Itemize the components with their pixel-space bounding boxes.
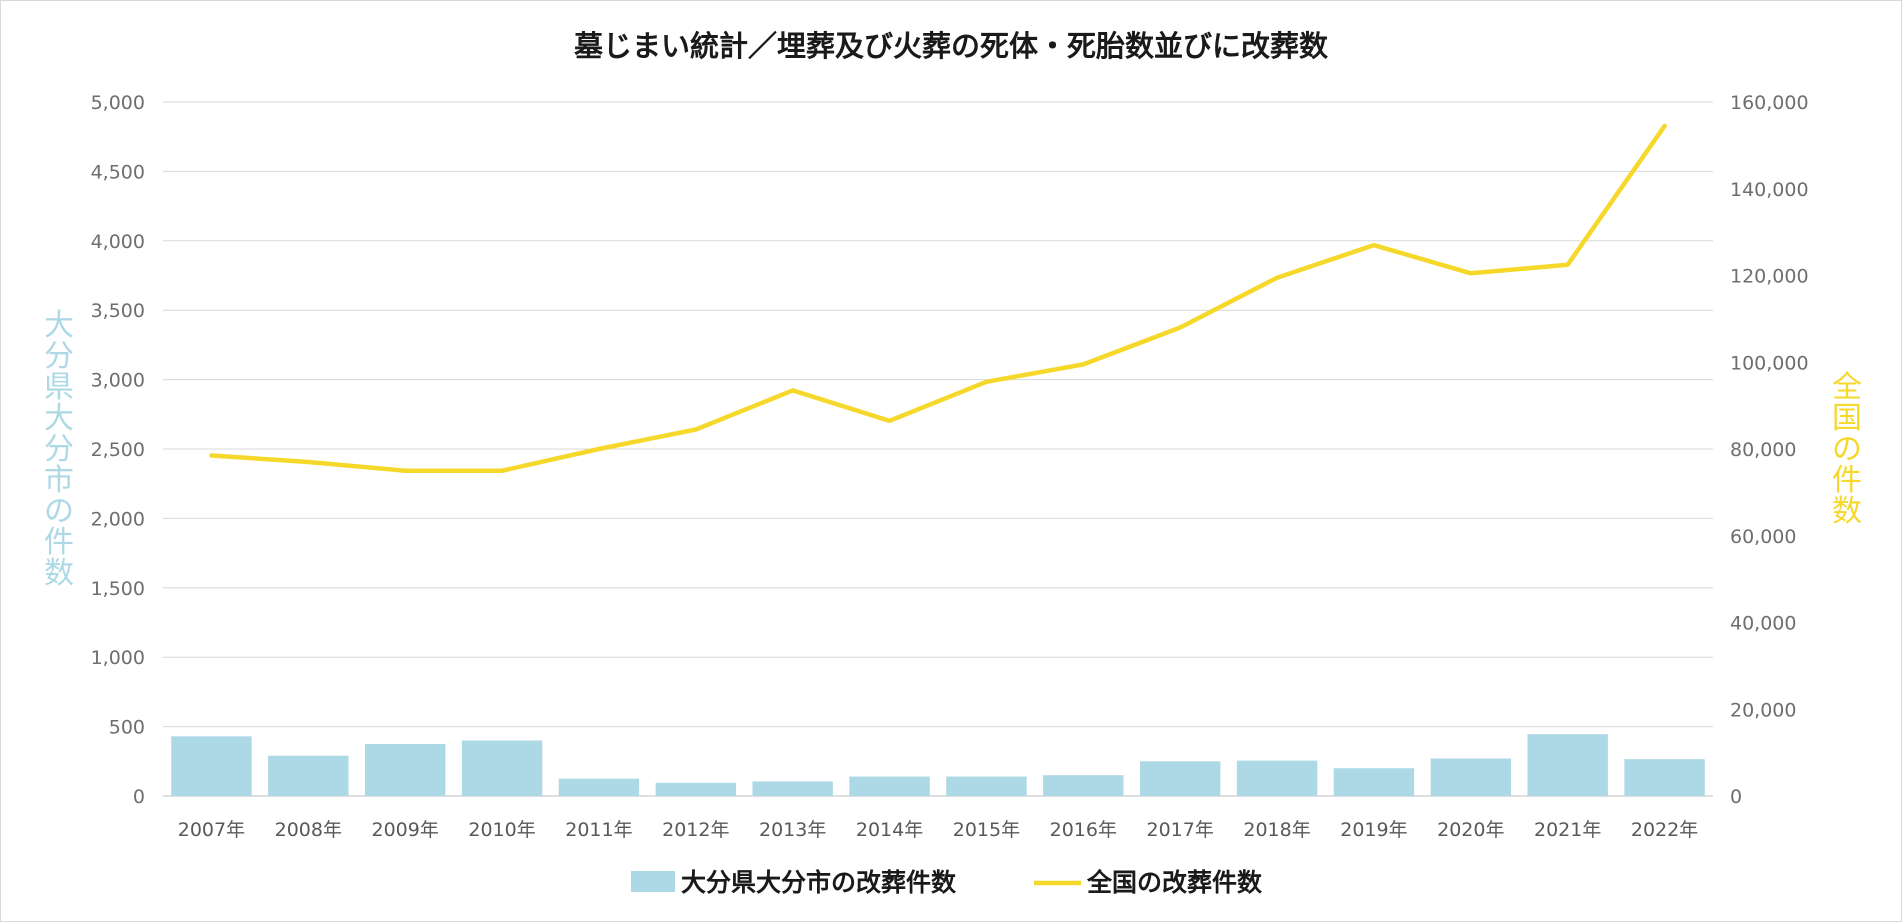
right-tick-label: 120,000 bbox=[1730, 266, 1809, 288]
bar bbox=[1334, 768, 1414, 796]
left-tick-label: 5,000 bbox=[91, 92, 145, 114]
right-tick-label: 160,000 bbox=[1730, 92, 1809, 114]
legend: 大分県大分市の改葬件数 全国の改葬件数 bbox=[631, 868, 1263, 897]
left-tick-label: 4,500 bbox=[91, 161, 145, 183]
right-tick-label: 40,000 bbox=[1730, 613, 1796, 635]
left-tick-label: 500 bbox=[109, 717, 145, 739]
right-tick-label: 100,000 bbox=[1730, 352, 1809, 374]
right-tick-label: 80,000 bbox=[1730, 439, 1796, 461]
bar bbox=[1043, 775, 1123, 796]
legend-line-label: 全国の改葬件数 bbox=[1086, 868, 1263, 897]
x-tick-label: 2021年 bbox=[1534, 819, 1601, 841]
bar-series bbox=[171, 734, 1705, 796]
bar bbox=[268, 756, 348, 796]
x-tick-label: 2019年 bbox=[1340, 819, 1407, 841]
x-tick-label: 2022年 bbox=[1631, 819, 1698, 841]
left-axis-label: 大分県大分市の件数 bbox=[44, 308, 74, 591]
left-tick-label: 3,000 bbox=[91, 370, 145, 392]
series-line bbox=[211, 126, 1664, 471]
bar bbox=[365, 744, 445, 796]
bar bbox=[1140, 761, 1220, 796]
left-tick-label: 4,000 bbox=[91, 231, 145, 253]
bar bbox=[656, 783, 736, 796]
right-tick-label: 140,000 bbox=[1730, 179, 1809, 201]
x-tick-label: 2008年 bbox=[275, 819, 342, 841]
left-tick-label: 2,500 bbox=[91, 439, 145, 461]
bar bbox=[171, 736, 251, 796]
x-tick-label: 2011年 bbox=[565, 819, 632, 841]
chart-title: 墓じまい統計／埋葬及び火葬の死体・死胎数並びに改葬数 bbox=[573, 29, 1329, 63]
left-axis-ticks: 0 500 1,000 1,500 2,000 2,500 3,000 3,500 4,000 4… bbox=[91, 92, 145, 808]
line-series bbox=[211, 126, 1664, 471]
left-tick-label: 0 bbox=[133, 786, 145, 808]
left-tick-label: 2,000 bbox=[91, 508, 145, 530]
right-tick-label: 0 bbox=[1730, 786, 1742, 808]
x-tick-label: 2015年 bbox=[953, 819, 1020, 841]
x-tick-label: 2010年 bbox=[468, 819, 535, 841]
right-axis-ticks: 0 20,000 40,000 60,000 80,000 100,000 120,000 1… bbox=[1730, 92, 1809, 808]
bar bbox=[946, 777, 1026, 796]
gridlines bbox=[163, 102, 1713, 796]
x-tick-label: 2013年 bbox=[759, 819, 826, 841]
bar bbox=[462, 740, 542, 796]
x-tick-label: 2014年 bbox=[856, 819, 923, 841]
x-tick-label: 2020年 bbox=[1437, 819, 1504, 841]
legend-bar-swatch bbox=[631, 871, 675, 892]
bar bbox=[1624, 759, 1704, 796]
x-tick-label: 2012年 bbox=[662, 819, 729, 841]
left-tick-label: 1,500 bbox=[91, 578, 145, 600]
bar bbox=[752, 781, 832, 796]
x-tick-label: 2017年 bbox=[1147, 819, 1214, 841]
bar bbox=[559, 779, 639, 796]
bar bbox=[1527, 734, 1607, 796]
legend-bar-label: 大分県大分市の改葬件数 bbox=[681, 868, 957, 897]
x-axis-ticks: 2007年 2008年 2009年 2010年 2011年 2012年 2013年 2014年… bbox=[178, 819, 1698, 841]
x-tick-label: 2018年 bbox=[1243, 819, 1310, 841]
bar bbox=[1431, 759, 1511, 796]
bar bbox=[849, 777, 929, 796]
x-tick-label: 2007年 bbox=[178, 819, 245, 841]
right-tick-label: 20,000 bbox=[1730, 699, 1796, 721]
left-tick-label: 3,500 bbox=[91, 300, 145, 322]
x-tick-label: 2009年 bbox=[372, 819, 439, 841]
x-tick-label: 2016年 bbox=[1050, 819, 1117, 841]
left-tick-label: 1,000 bbox=[91, 647, 145, 669]
right-tick-label: 60,000 bbox=[1730, 526, 1796, 548]
bar bbox=[1237, 761, 1317, 796]
right-axis-label: 全国の件数 bbox=[1832, 370, 1862, 529]
